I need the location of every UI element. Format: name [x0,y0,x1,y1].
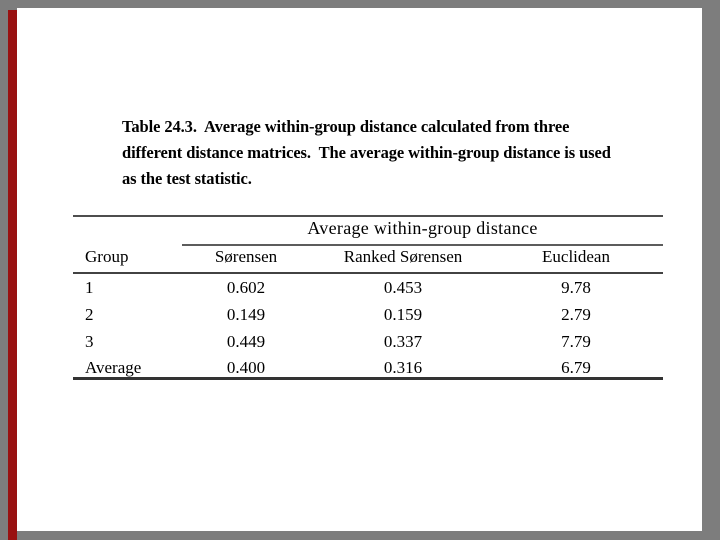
table-top-rule [73,215,663,217]
table-cell-sorensen: 0.602 [226,278,266,297]
data-table: Average within-group distance Group Søre… [73,215,663,383]
table-cell-group: 1 [85,278,94,297]
table-cell-euclidean: 6.79 [561,358,591,377]
table-cell-ranked-sorensen: 0.337 [383,332,423,351]
table-bottom-rule [73,377,663,380]
table-cell-euclidean: 7.79 [561,332,591,351]
header-rule [73,272,663,274]
slide-background [17,8,702,531]
table-cell-ranked-sorensen: 0.453 [383,278,423,297]
column-header-ranked-sorensen: Ranked Sørensen [343,247,463,266]
table-cell-sorensen: 0.400 [226,358,266,377]
table-cell-sorensen: 0.149 [226,305,266,324]
column-header-euclidean: Euclidean [542,247,610,266]
column-header-group: Group [85,247,129,266]
table-cell-group: 3 [85,332,94,351]
caption-line-2: different distance matrices. The average… [122,143,611,162]
table-caption: Table 24.3. Average within-group distanc… [122,114,611,192]
caption-line-1: Table 24.3. Average within-group distanc… [122,117,570,136]
table-cell-ranked-sorensen: 0.316 [383,358,423,377]
table-cell-sorensen: 0.449 [226,332,266,351]
table-cell-euclidean: 2.79 [561,305,591,324]
table-cell-group: Average [85,358,142,377]
table-cell-group: 2 [85,305,94,324]
spanner-underline-rule [182,244,663,246]
spanner-header: Average within-group distance [307,218,538,238]
table-cell-ranked-sorensen: 0.159 [383,305,423,324]
caption-line-3: as the test statistic. [122,169,252,188]
column-header-sorensen: Sørensen [214,247,278,266]
slide-accent-bar [8,10,17,540]
table-cell-euclidean: 9.78 [561,278,591,297]
